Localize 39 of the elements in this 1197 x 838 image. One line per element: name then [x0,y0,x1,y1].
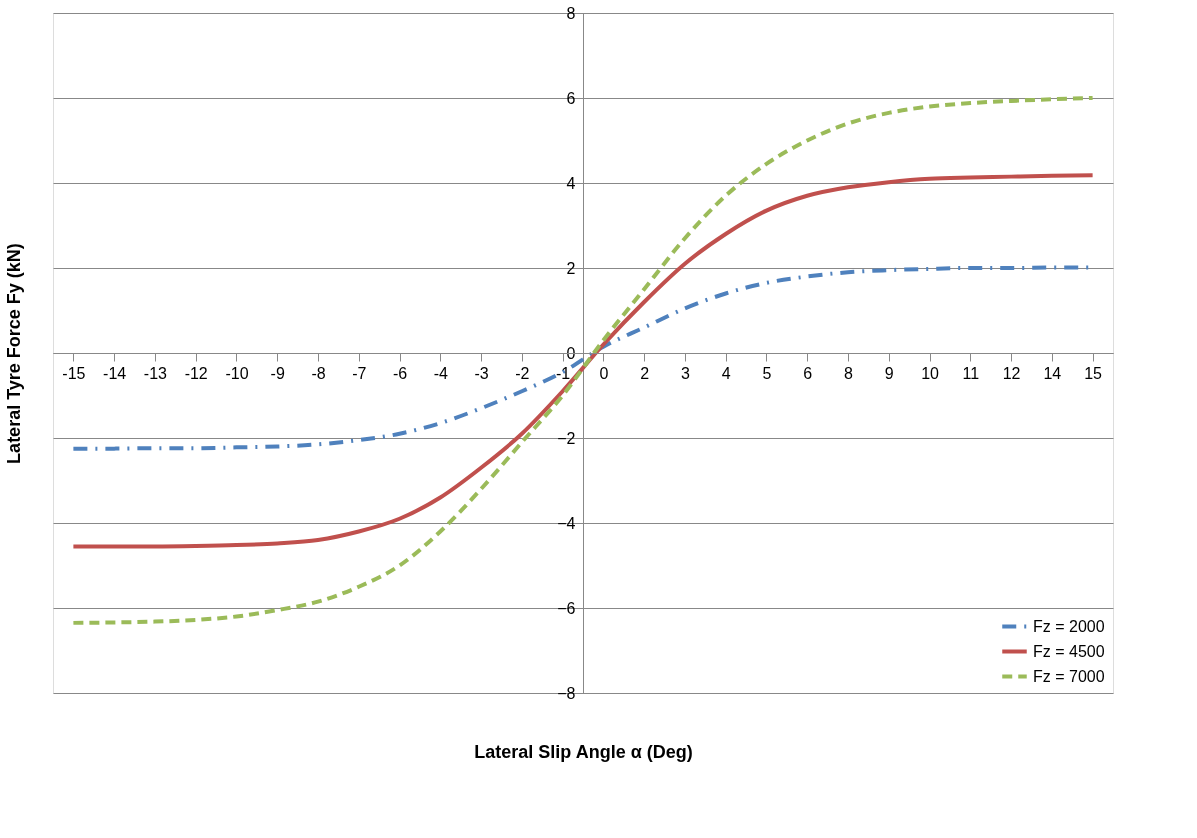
x-tick-label: 11 [962,364,980,382]
legend-label: Fz = 4500 [1033,642,1105,660]
x-tick-label: -13 [143,364,168,382]
x-tick-label: 15 [1084,364,1103,382]
legend-label: Fz = 7000 [1033,667,1105,685]
x-tick-label: -4 [433,364,449,382]
x-tick-label: 14 [1043,364,1062,382]
x-tick-label: 9 [884,364,894,382]
y-axis-title: Lateral Tyre Force Fy (kN) [3,243,24,464]
y-tick-label: 2 [566,259,576,277]
legend-label: Fz = 2000 [1033,617,1105,635]
x-tick-label: -6 [392,364,408,382]
x-tick-label: 5 [762,364,772,382]
y-tick-label: −2 [557,429,576,447]
y-tick-label: −6 [557,599,576,617]
x-tick-label: 12 [1002,364,1021,382]
y-tick-label: −8 [557,684,576,702]
x-tick-label: -15 [62,364,86,382]
y-tick-label: −4 [557,514,576,532]
y-tick-label: 8 [566,4,576,22]
y-tick-label: 6 [566,89,576,107]
x-tick-label: -2 [515,364,530,382]
x-tick-label: -7 [352,364,367,382]
x-tick-label: 6 [803,364,813,382]
x-tick-label: 3 [680,364,690,382]
x-tick-label: 0 [599,364,609,382]
x-tick-label: -10 [225,364,249,382]
y-tick-label: 4 [566,174,576,192]
x-tick-label: -9 [270,364,285,382]
x-tick-label: -3 [474,364,489,382]
x-tick-label: 8 [844,364,854,382]
x-tick-label: -8 [311,364,326,382]
x-axis-title: Lateral Slip Angle α (Deg) [474,741,693,762]
x-tick-label: 2 [640,364,650,382]
x-tick-label: -12 [184,364,208,382]
x-tick-label: 4 [721,364,731,382]
x-tick-label: -1 [556,364,571,382]
x-tick-label: -14 [103,364,127,382]
x-tick-label: 10 [921,364,940,382]
